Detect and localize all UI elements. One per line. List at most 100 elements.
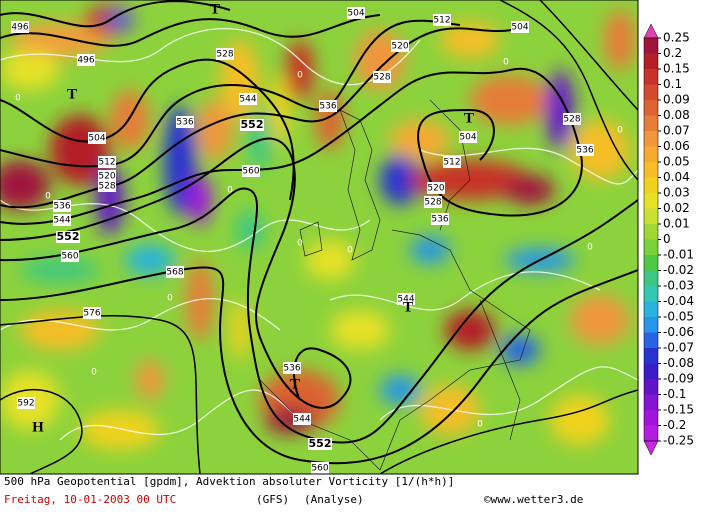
contour-label: 504: [347, 9, 364, 19]
contour-label-box: [98, 156, 116, 168]
contour-label-box: [347, 7, 365, 19]
footer-model: (GFS): [256, 493, 289, 506]
contour-label-box: [397, 293, 415, 305]
legend-swatch: [644, 317, 658, 333]
contour-label: 512: [98, 158, 115, 168]
contour-label-box: [216, 48, 234, 60]
vorticity-blob: [80, 410, 160, 450]
contour-label: 560: [61, 252, 78, 262]
legend-label: 0.09: [663, 93, 690, 107]
contour-label-box: [17, 397, 35, 409]
contour-label: 536: [431, 215, 448, 225]
legend-label: 0.15: [663, 62, 690, 76]
contour-label-box: [319, 100, 337, 112]
contour-label-box: [511, 21, 529, 33]
legend-swatch: [644, 177, 658, 193]
legend-swatch: [644, 146, 658, 162]
contour-label-box: [53, 200, 71, 212]
contour-label-box: [56, 231, 80, 243]
legend-label: -0.03: [663, 279, 694, 293]
contour-label-box: [166, 266, 184, 278]
legend-label: 0.05: [663, 155, 690, 169]
legend-label: -0.06: [663, 325, 694, 339]
contour-label: 568: [166, 268, 183, 278]
zero-label: 0: [167, 294, 173, 304]
zero-label: 0: [587, 243, 593, 253]
legend-swatch: [644, 100, 658, 116]
footer-date: Freitag, 10-01-2003 00 UTC: [4, 493, 176, 506]
legend-label: 0.25: [663, 31, 690, 45]
contour-label: 504: [459, 133, 476, 143]
vorticity-blob: [445, 310, 495, 350]
vorticity-blob: [470, 75, 550, 125]
legend-label: 0.2: [663, 46, 682, 60]
contour-label: 560: [311, 464, 328, 474]
legend-label: -0.05: [663, 310, 694, 324]
vorticity-blob: [604, 10, 636, 70]
pressure-center: T: [464, 110, 474, 126]
legend-label: 0.01: [663, 217, 690, 231]
legend-label: -0.02: [663, 263, 694, 277]
contour-label-box: [61, 250, 79, 262]
zero-label: 0: [503, 58, 509, 68]
contour-label-box: [242, 165, 260, 177]
vorticity-blob: [505, 175, 555, 205]
vorticity-blob: [20, 258, 100, 282]
vorticity-blob: [10, 22, 110, 58]
contour-label: 528: [563, 115, 580, 125]
contour-label: 552: [241, 118, 264, 131]
contour-label: 552: [309, 437, 332, 450]
legend-swatch: [644, 348, 658, 364]
footer-run: (Analyse): [304, 493, 364, 506]
legend-swatch: [644, 131, 658, 147]
contour-label-box: [88, 132, 106, 144]
contour-label-box: [98, 180, 116, 192]
legend-label: -0.08: [663, 356, 694, 370]
legend-label: 0.06: [663, 139, 690, 153]
contour-label-box: [176, 116, 194, 128]
contour-label-box: [77, 54, 95, 66]
contour-label: 544: [53, 216, 70, 226]
contour-label: 496: [11, 23, 28, 33]
contour-label: 560: [242, 167, 259, 177]
contour-label-box: [98, 170, 116, 182]
legend-swatch: [644, 84, 658, 100]
contour-label: 544: [397, 295, 414, 305]
legend-swatch: [644, 224, 658, 240]
legend-swatch: [644, 53, 658, 69]
contour-label-box: [433, 14, 451, 26]
vorticity-blob: [164, 105, 196, 215]
contour-label-box: [240, 119, 264, 131]
contour-label: 536: [283, 364, 300, 374]
contour-label-box: [293, 413, 311, 425]
legend-swatch: [644, 425, 658, 441]
legend-swatch: [644, 363, 658, 379]
contour-label-box: [239, 93, 257, 105]
pressure-center: H: [32, 419, 44, 435]
legend-label: 0: [663, 232, 671, 246]
legend-label: 0.08: [663, 108, 690, 122]
vorticity-blob: [570, 120, 630, 180]
vorticity-blob: [410, 236, 450, 264]
contour-label: 544: [293, 415, 310, 425]
legend-label: -0.25: [663, 434, 694, 448]
vorticity-blob: [188, 175, 212, 225]
vorticity-blob: [0, 160, 50, 210]
legend-label: 0.04: [663, 170, 690, 184]
vorticity-blob: [106, 10, 134, 30]
contour-label-box: [373, 71, 391, 83]
contour-label-box: [53, 214, 71, 226]
contour-label: 520: [427, 184, 444, 194]
legend-label: 0.1: [663, 77, 682, 91]
legend-swatch: [644, 255, 658, 271]
zero-label: 0: [297, 71, 303, 81]
legend-swatch: [644, 379, 658, 395]
vorticity-blob: [380, 155, 420, 205]
vorticity-blob: [110, 90, 150, 150]
legend-swatch: [644, 162, 658, 178]
legend-swatch: [644, 394, 658, 410]
vorticity-blob: [546, 70, 574, 150]
pressure-center: T: [290, 376, 300, 392]
vorticity-blob: [286, 40, 314, 100]
